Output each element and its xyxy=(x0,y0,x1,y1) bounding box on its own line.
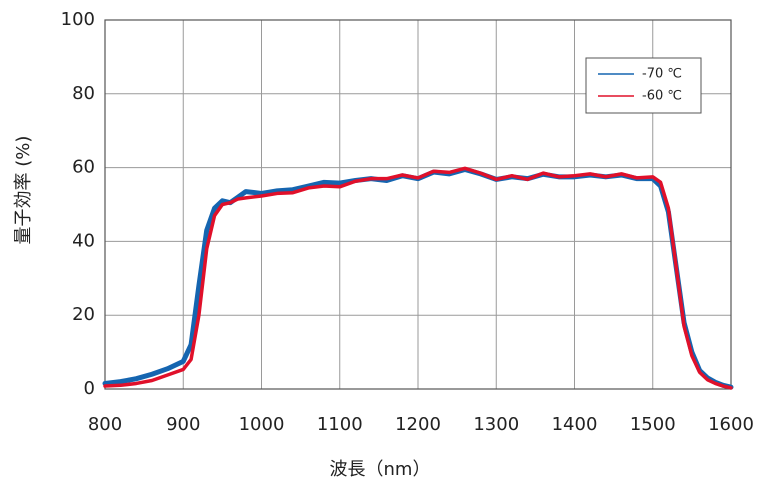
y-tick-label: 80 xyxy=(72,83,95,104)
y-tick-label: 0 xyxy=(84,378,95,399)
legend-label: -70 ℃ xyxy=(642,67,682,82)
legend-box xyxy=(585,57,702,114)
x-tick-label: 1000 xyxy=(239,414,285,435)
legend-label: -60 ℃ xyxy=(642,89,682,104)
x-tick-label: 1500 xyxy=(630,414,676,435)
x-tick-label: 800 xyxy=(88,414,122,435)
plot-frame xyxy=(104,19,732,390)
y-axis-label: 量子効率 (%) xyxy=(13,136,34,245)
x-tick-label: 1300 xyxy=(473,414,519,435)
x-tick-label: 1100 xyxy=(317,414,363,435)
y-tick-label: 100 xyxy=(61,9,95,30)
y-tick-label: 20 xyxy=(72,304,95,325)
y-tick-label: 40 xyxy=(72,230,95,251)
data-line xyxy=(103,166,733,390)
y-tick-label: 60 xyxy=(72,157,95,178)
legend: -70 ℃ -60 ℃ xyxy=(585,57,702,114)
x-axis-label: 波長（nm） xyxy=(330,459,431,480)
x-tick-label: 1400 xyxy=(552,414,598,435)
x-tick-label: 1600 xyxy=(708,414,754,435)
x-tick-label: 900 xyxy=(166,414,200,435)
x-tick-label: 1200 xyxy=(395,414,441,435)
